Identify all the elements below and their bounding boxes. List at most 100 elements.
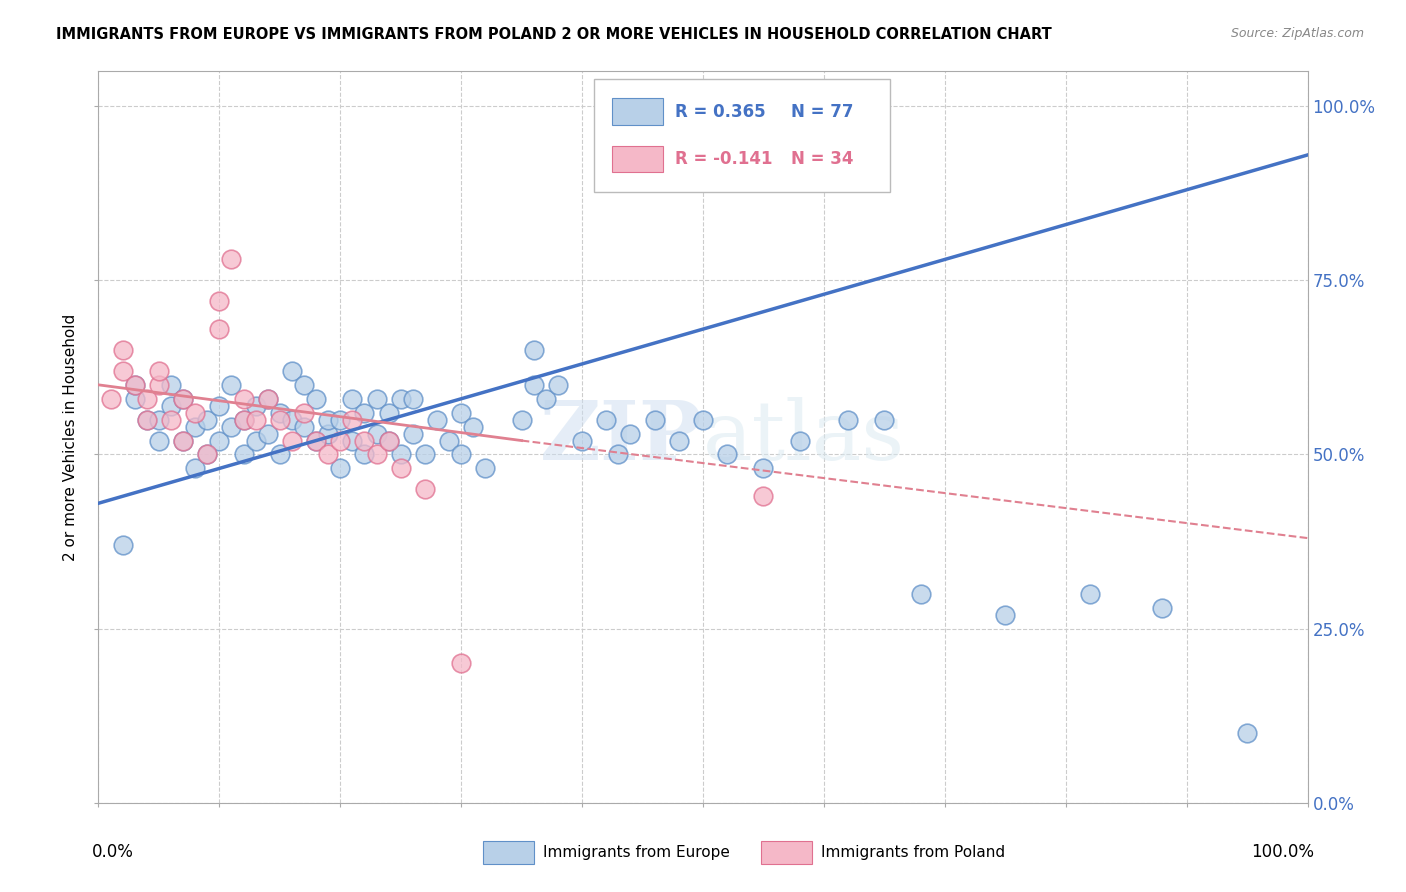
Point xyxy=(692,412,714,426)
Point xyxy=(389,392,412,406)
Point xyxy=(135,412,157,426)
Point xyxy=(160,377,183,392)
Point xyxy=(208,322,231,336)
Text: 0.0%: 0.0% xyxy=(93,843,134,861)
Point xyxy=(292,377,315,392)
Text: IMMIGRANTS FROM EUROPE VS IMMIGRANTS FROM POLAND 2 OR MORE VEHICLES IN HOUSEHOLD: IMMIGRANTS FROM EUROPE VS IMMIGRANTS FRO… xyxy=(56,27,1052,42)
Point xyxy=(377,434,399,448)
Point xyxy=(668,434,690,448)
Point xyxy=(607,448,630,462)
Point xyxy=(366,392,388,406)
Point xyxy=(437,434,460,448)
Point xyxy=(124,392,146,406)
Point xyxy=(172,434,194,448)
Point xyxy=(389,461,412,475)
Point xyxy=(135,412,157,426)
Text: ZIP: ZIP xyxy=(540,397,703,477)
Point xyxy=(111,538,134,552)
Point xyxy=(389,448,412,462)
Text: R = 0.365: R = 0.365 xyxy=(675,103,766,120)
Text: N = 77: N = 77 xyxy=(792,103,853,120)
Point xyxy=(305,434,328,448)
Point xyxy=(474,461,496,475)
Point xyxy=(463,419,485,434)
FancyBboxPatch shape xyxy=(595,78,890,192)
Point xyxy=(366,426,388,441)
Point xyxy=(837,412,859,426)
Text: N = 34: N = 34 xyxy=(792,150,853,168)
Text: R = -0.141: R = -0.141 xyxy=(675,150,773,168)
Point xyxy=(124,377,146,392)
Point xyxy=(329,412,352,426)
Point xyxy=(377,406,399,420)
Point xyxy=(184,406,207,420)
Point xyxy=(1152,600,1174,615)
FancyBboxPatch shape xyxy=(613,98,664,125)
Point xyxy=(413,448,436,462)
Point xyxy=(523,377,546,392)
Point xyxy=(221,419,243,434)
Point xyxy=(221,252,243,267)
Point xyxy=(221,377,243,392)
Point xyxy=(1078,587,1101,601)
Point xyxy=(450,406,472,420)
Point xyxy=(353,406,375,420)
Point xyxy=(111,343,134,357)
Point xyxy=(232,448,254,462)
Point xyxy=(184,461,207,475)
Point xyxy=(269,448,291,462)
Point xyxy=(413,483,436,497)
Point xyxy=(342,392,364,406)
Point xyxy=(292,419,315,434)
Y-axis label: 2 or more Vehicles in Household: 2 or more Vehicles in Household xyxy=(63,313,79,561)
Text: Immigrants from Poland: Immigrants from Poland xyxy=(821,845,1005,860)
Point xyxy=(256,426,278,441)
Point xyxy=(523,343,546,357)
Point xyxy=(232,412,254,426)
FancyBboxPatch shape xyxy=(761,841,811,864)
Point xyxy=(316,448,339,462)
Point xyxy=(256,392,278,406)
Text: 100.0%: 100.0% xyxy=(1250,843,1313,861)
Point xyxy=(148,377,170,392)
Point xyxy=(232,392,254,406)
Point xyxy=(1236,726,1258,740)
Point xyxy=(124,377,146,392)
Text: atlas: atlas xyxy=(703,397,905,477)
Point xyxy=(195,412,218,426)
Text: Source: ZipAtlas.com: Source: ZipAtlas.com xyxy=(1230,27,1364,40)
Point xyxy=(450,657,472,671)
Point xyxy=(752,489,775,503)
Point xyxy=(910,587,932,601)
Point xyxy=(100,392,122,406)
Point xyxy=(510,412,533,426)
Point xyxy=(426,412,449,426)
Point xyxy=(547,377,569,392)
Point xyxy=(172,392,194,406)
Point xyxy=(353,434,375,448)
Point xyxy=(377,434,399,448)
Point xyxy=(245,412,267,426)
Point xyxy=(402,392,425,406)
Point xyxy=(148,412,170,426)
Point xyxy=(172,434,194,448)
Point xyxy=(269,406,291,420)
Point xyxy=(353,448,375,462)
Point xyxy=(281,434,304,448)
Point xyxy=(281,412,304,426)
Point xyxy=(752,461,775,475)
Point xyxy=(571,434,593,448)
Point xyxy=(148,364,170,378)
Point xyxy=(305,434,328,448)
Point xyxy=(342,434,364,448)
Point xyxy=(160,412,183,426)
Point xyxy=(342,412,364,426)
Point xyxy=(402,426,425,441)
Point xyxy=(245,434,267,448)
Point xyxy=(195,448,218,462)
Point xyxy=(534,392,557,406)
Point xyxy=(789,434,811,448)
Point xyxy=(644,412,666,426)
Point xyxy=(292,406,315,420)
Point xyxy=(450,448,472,462)
